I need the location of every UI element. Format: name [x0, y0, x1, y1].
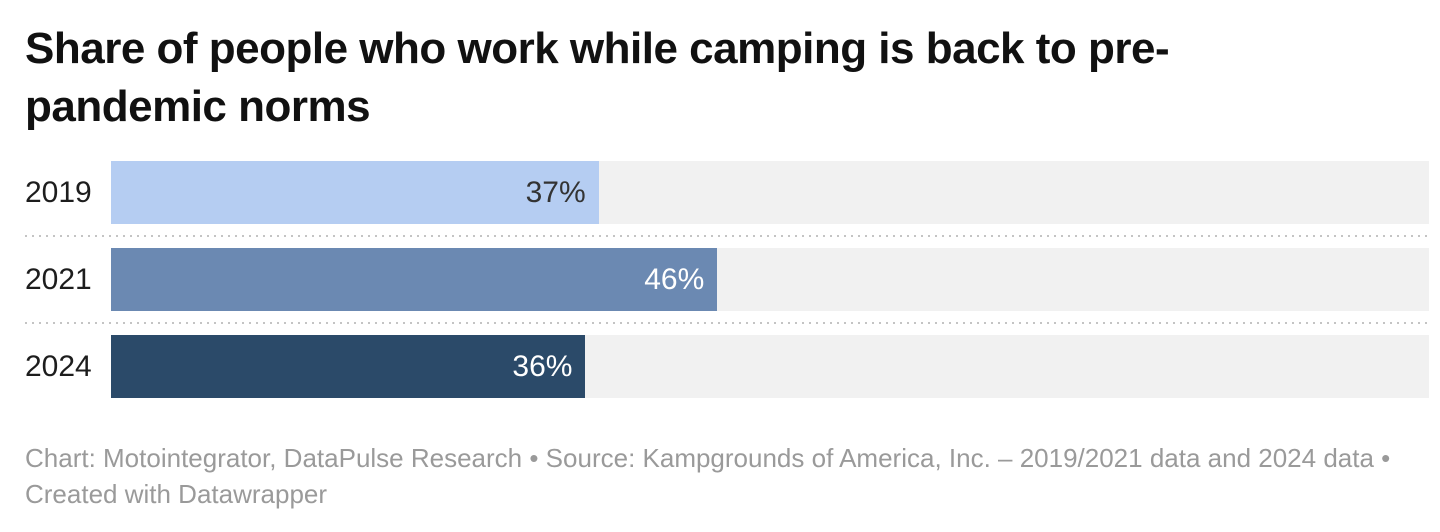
bar-fill-2019: 37%	[111, 161, 599, 224]
value-label-2019: 37%	[525, 175, 586, 209]
bar-row-2021: 2021 46%	[25, 248, 1429, 311]
bar-track-2024: 36%	[111, 335, 1429, 398]
bar-chart: 2019 37% 2021 46% 2024 36%	[25, 161, 1429, 398]
bar-row-2024: 2024 36%	[25, 335, 1429, 398]
category-label-2024: 2024	[25, 350, 92, 383]
row-separator	[25, 235, 1429, 237]
value-label-2024: 36%	[512, 349, 573, 383]
category-label-2021: 2021	[25, 263, 92, 296]
attribution-text: Chart: Motointegrator, DataPulse Researc…	[25, 443, 1391, 509]
value-label-2021: 46%	[644, 262, 705, 296]
bar-fill-2021: 46%	[111, 248, 718, 311]
chart-title: Share of people who work while camping i…	[25, 24, 1170, 131]
bar-track-2019: 37%	[111, 161, 1429, 224]
row-separator	[25, 322, 1429, 324]
bar-fill-2024: 36%	[111, 335, 586, 398]
bar-track-2021: 46%	[111, 248, 1429, 311]
category-label-2019: 2019	[25, 176, 92, 209]
bar-row-2019: 2019 37%	[25, 161, 1429, 224]
